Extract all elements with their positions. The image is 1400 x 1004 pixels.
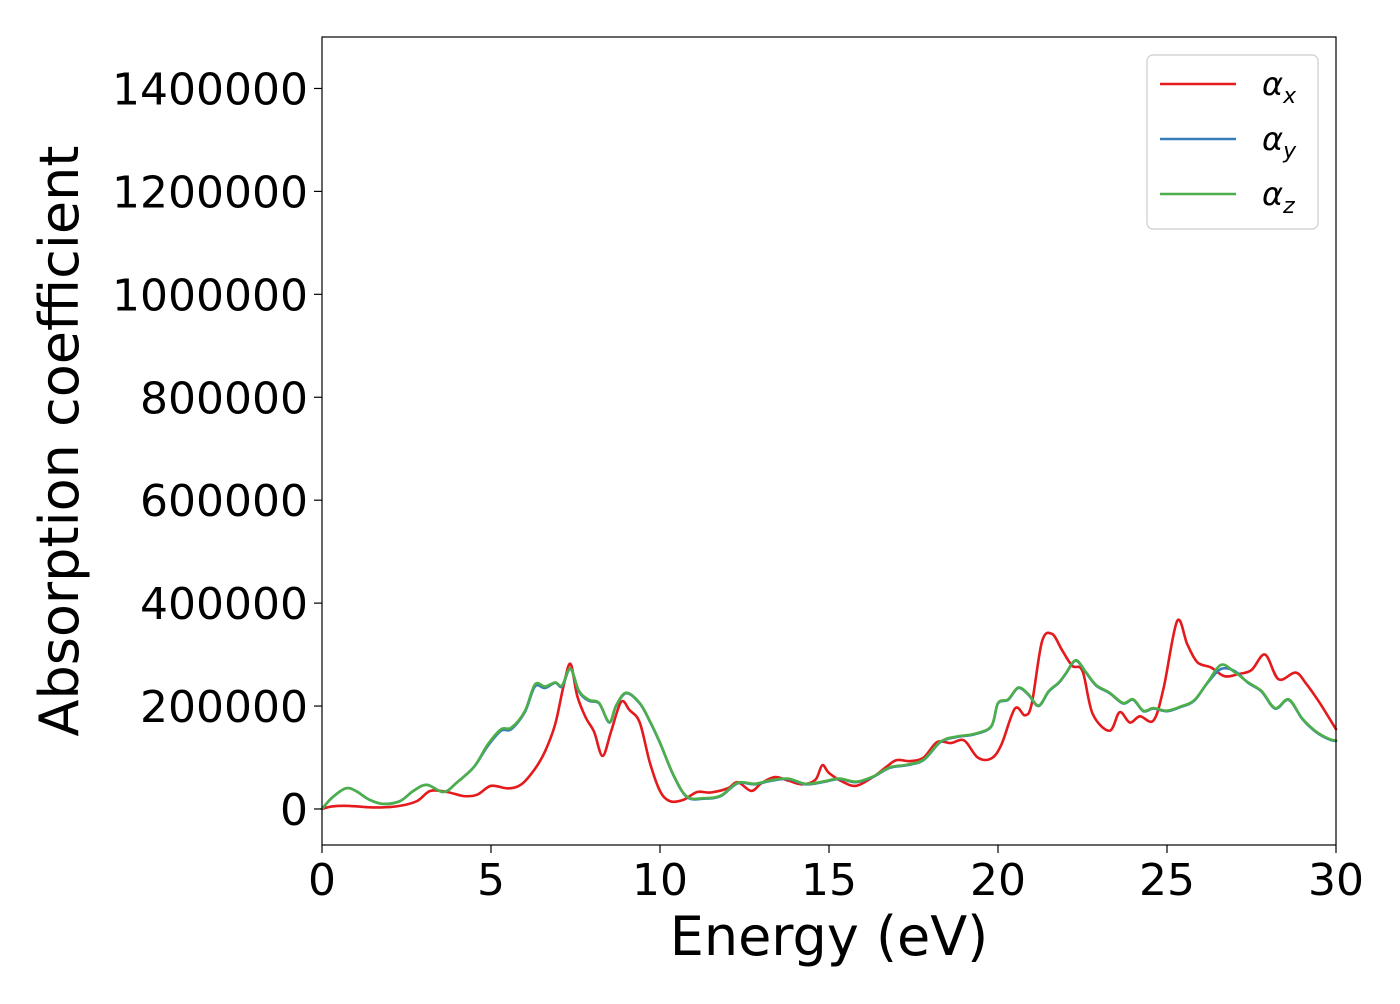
legend-box — [1146, 54, 1319, 230]
y-tick-label: 600000 — [140, 476, 308, 527]
x-axis-label: Energy (eV) — [670, 905, 989, 968]
legend-label-z: αz — [1262, 175, 1295, 219]
series-layer — [320, 618, 1338, 811]
x-axis-ticks: 0 5 10 15 20 25 30 — [308, 845, 1364, 906]
legend-label-symbol: α — [1262, 120, 1283, 158]
legend-label-x: αx — [1262, 65, 1297, 109]
x-tick-label: 30 — [1308, 855, 1364, 906]
y-tick-label: 200000 — [140, 682, 308, 733]
legend-label-subscript: y — [1282, 139, 1297, 164]
y-tick-label: 400000 — [140, 579, 308, 630]
x-tick-label: 20 — [970, 855, 1026, 906]
y-tick-label: 1400000 — [112, 64, 308, 115]
legend-label-symbol: α — [1262, 175, 1283, 213]
y-axis-label: Absorption coefficient — [28, 146, 91, 737]
legend-label-subscript: x — [1282, 84, 1297, 109]
y-axis-ticks: 0 200000 400000 600000 800000 1000000 1200000 1… — [112, 64, 322, 836]
legend-label-y: αy — [1262, 120, 1297, 164]
y-tick-label: 1000000 — [112, 270, 308, 321]
y-tick-label: 1200000 — [112, 167, 308, 218]
x-tick-label: 5 — [477, 855, 505, 906]
series-line-y — [320, 659, 1338, 811]
y-tick-label: 0 — [280, 785, 308, 836]
x-tick-label: 10 — [632, 855, 688, 906]
legend-label-symbol: α — [1262, 65, 1283, 103]
series-line-x — [320, 618, 1338, 811]
x-tick-label: 25 — [1139, 855, 1195, 906]
x-tick-label: 0 — [308, 855, 336, 906]
legend-label-subscript: z — [1282, 194, 1295, 219]
x-tick-label: 15 — [801, 855, 857, 906]
series-line-z — [320, 658, 1338, 811]
y-tick-label: 800000 — [140, 373, 308, 424]
